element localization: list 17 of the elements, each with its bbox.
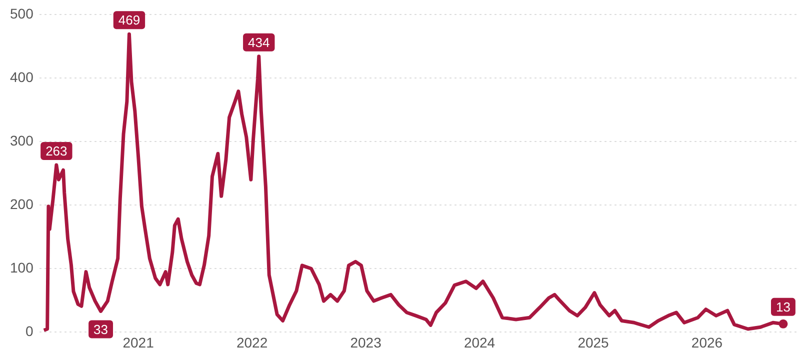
x-tick-label: 2025 [578,334,610,350]
y-tick-label: 200 [10,196,34,212]
data-label: 434 [248,34,270,50]
data-label: 33 [94,322,108,337]
x-tick-label: 2024 [464,334,496,350]
y-tick-label: 500 [10,5,34,22]
x-tick-label: 2021 [122,334,154,350]
y-tick-label: 100 [10,260,34,276]
y-tick-label: 300 [10,132,34,148]
data-label: 263 [46,144,68,159]
x-tick-label: 2023 [350,334,382,350]
y-tick-label: 400 [10,68,34,85]
x-tick-label: 2022 [236,334,268,350]
x-tick-label: 2026 [691,334,723,350]
data-label: 13 [776,300,790,315]
data-label: 469 [118,12,140,28]
y-tick-label: 0 [26,323,34,340]
